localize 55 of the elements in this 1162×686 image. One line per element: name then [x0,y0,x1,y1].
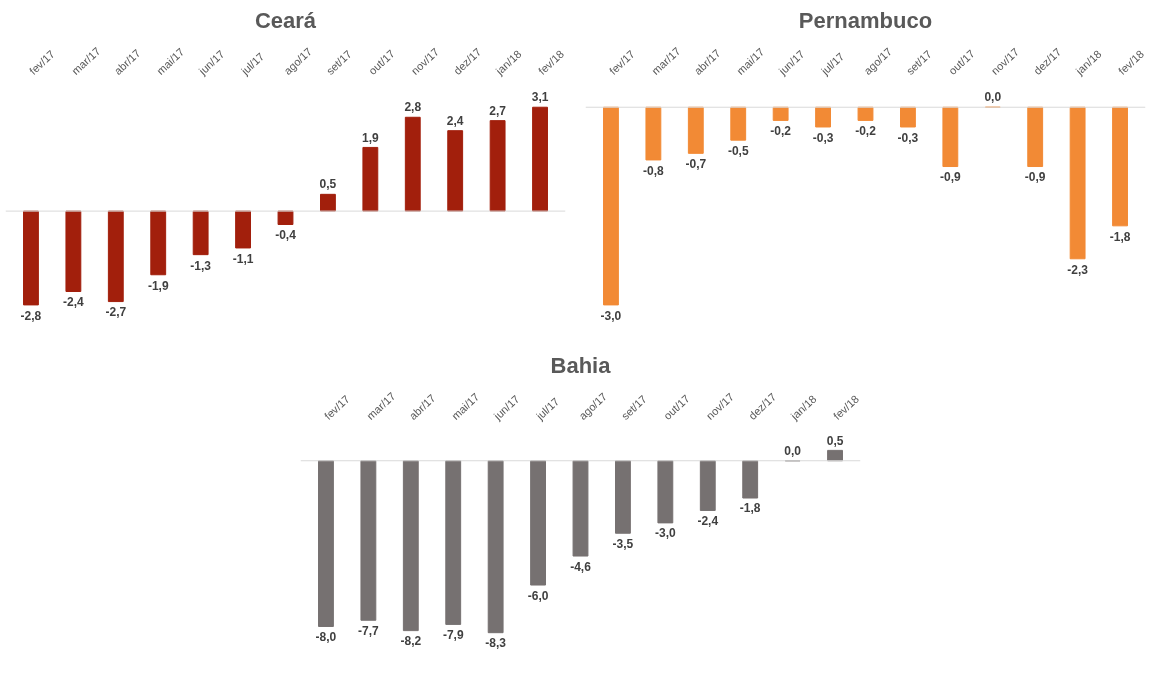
bar [277,210,294,225]
data-label: -2,3 [1067,262,1089,277]
data-label: 1,9 [362,130,380,145]
data-label: -0,9 [1024,170,1046,185]
data-label: -7,9 [442,627,464,642]
data-label: -4,6 [570,559,592,574]
data-label: -8,0 [315,629,337,644]
data-label: -3,0 [655,526,677,541]
data-label: 3,1 [531,90,549,105]
data-label: 0,5 [319,177,337,192]
data-label: -7,7 [358,623,380,638]
data-label: -8,2 [400,634,422,649]
data-label: -8,3 [485,636,507,651]
data-label: -2,7 [105,305,127,320]
data-label: -1,9 [147,278,169,293]
bar [489,120,506,212]
bar [404,116,421,212]
bar [23,210,39,306]
data-label: -0,9 [940,170,962,185]
data-label: -0,3 [812,130,834,145]
data-label: -2,4 [697,513,719,528]
data-label: 0,0 [984,90,1002,105]
bar [192,210,209,256]
data-label: -2,4 [63,295,85,310]
data-label: -2,8 [20,308,42,323]
data-label: -0,3 [897,130,919,145]
data-label: -3,0 [600,308,622,323]
data-label: 0,0 [784,444,802,459]
bar [532,106,548,212]
bar [447,130,464,212]
bar [107,210,124,303]
chart-title: Bahia [550,352,612,378]
bar [65,210,82,293]
data-label: -0,2 [855,124,877,139]
data-label: -0,5 [727,144,749,159]
data-label: 0,5 [826,433,844,448]
chart-title: Pernambuco [798,7,933,33]
data-label: -1,3 [190,258,212,273]
bar [362,146,379,212]
data-label: -1,8 [1109,229,1131,244]
data-label: 2,8 [404,100,422,115]
data-label: 2,4 [446,113,464,128]
data-label: -3,5 [612,536,634,551]
chart-title: Ceará [254,7,317,33]
data-label: -1,1 [232,251,254,266]
bar [150,210,167,276]
bar [235,210,251,249]
data-label: -0,4 [275,228,297,243]
data-label: -0,7 [685,157,707,172]
data-label: -6,0 [527,588,549,603]
data-label: -0,2 [770,124,792,139]
data-label: 2,7 [489,103,507,118]
data-label: -1,8 [739,501,761,516]
bar [320,193,336,212]
data-label: -0,8 [643,163,665,178]
